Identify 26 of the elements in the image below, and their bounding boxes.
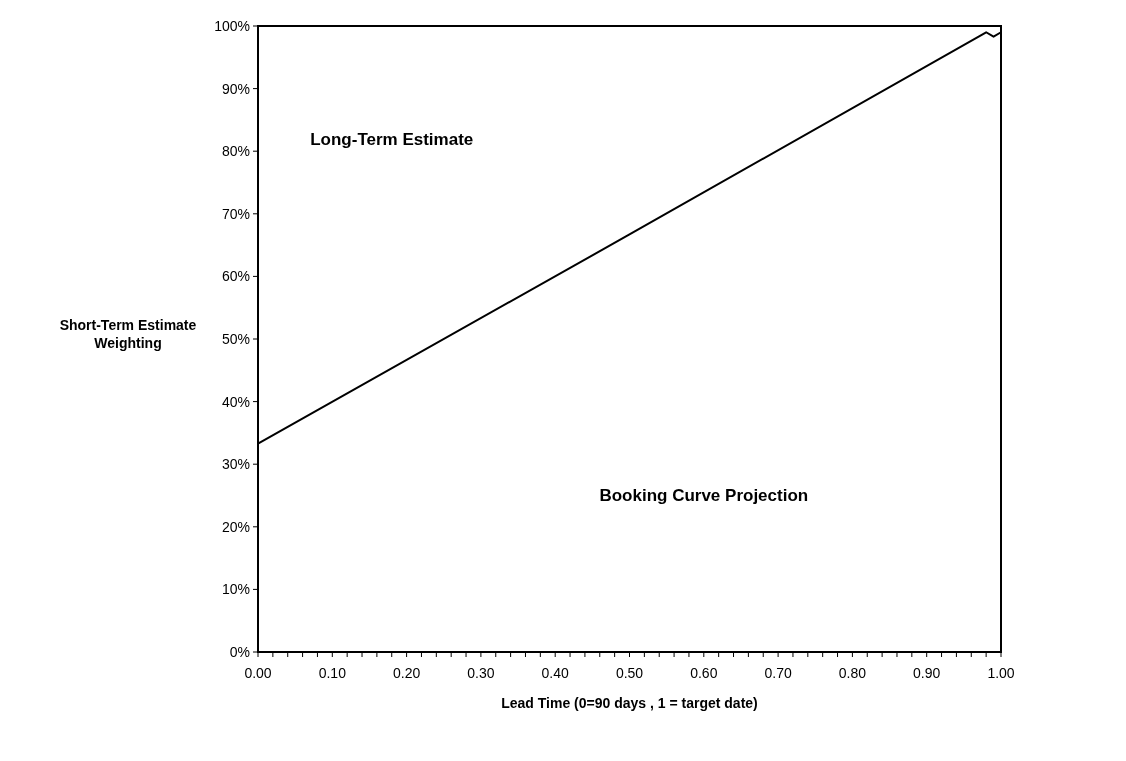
y-tick-label: 60%: [221, 268, 250, 285]
x-tick-label: 1.00: [987, 665, 1015, 681]
x-tick-label: 0.90: [913, 665, 941, 681]
y-tick-label: 20%: [221, 518, 250, 535]
x-tick-label: 0.20: [392, 665, 421, 681]
x-tick-label: 0.00: [244, 665, 272, 681]
y-axis-title: Short-Term Estimate Weighting: [59, 317, 197, 351]
y-tick-label: 50%: [221, 330, 250, 347]
x-tick-label: 0.30: [467, 665, 495, 681]
x-tick-label: 0.40: [541, 665, 570, 681]
y-tick-label: 30%: [221, 456, 250, 473]
y-tick-label: 100%: [214, 17, 250, 34]
x-tick-label: 0.50: [615, 665, 644, 681]
y-tick-label: 80%: [221, 143, 250, 160]
x-tick-label: 0.60: [690, 665, 718, 681]
x-tick-label: 0.80: [838, 665, 867, 681]
x-tick-label: 0.70: [764, 665, 792, 681]
x-axis-title: Lead Time (0=90 days , 1 = target date): [501, 695, 758, 711]
y-tick-label: 0%: [229, 643, 250, 660]
y-tick-label: 90%: [221, 80, 250, 97]
y-tick-label: 70%: [221, 205, 250, 222]
y-tick-label: 10%: [221, 581, 250, 598]
annotation: Long-Term Estimate: [310, 129, 474, 149]
x-tick-label: 0.10: [318, 665, 347, 681]
annotation: Booking Curve Projection: [599, 486, 809, 506]
y-tick-label: 40%: [221, 393, 250, 410]
